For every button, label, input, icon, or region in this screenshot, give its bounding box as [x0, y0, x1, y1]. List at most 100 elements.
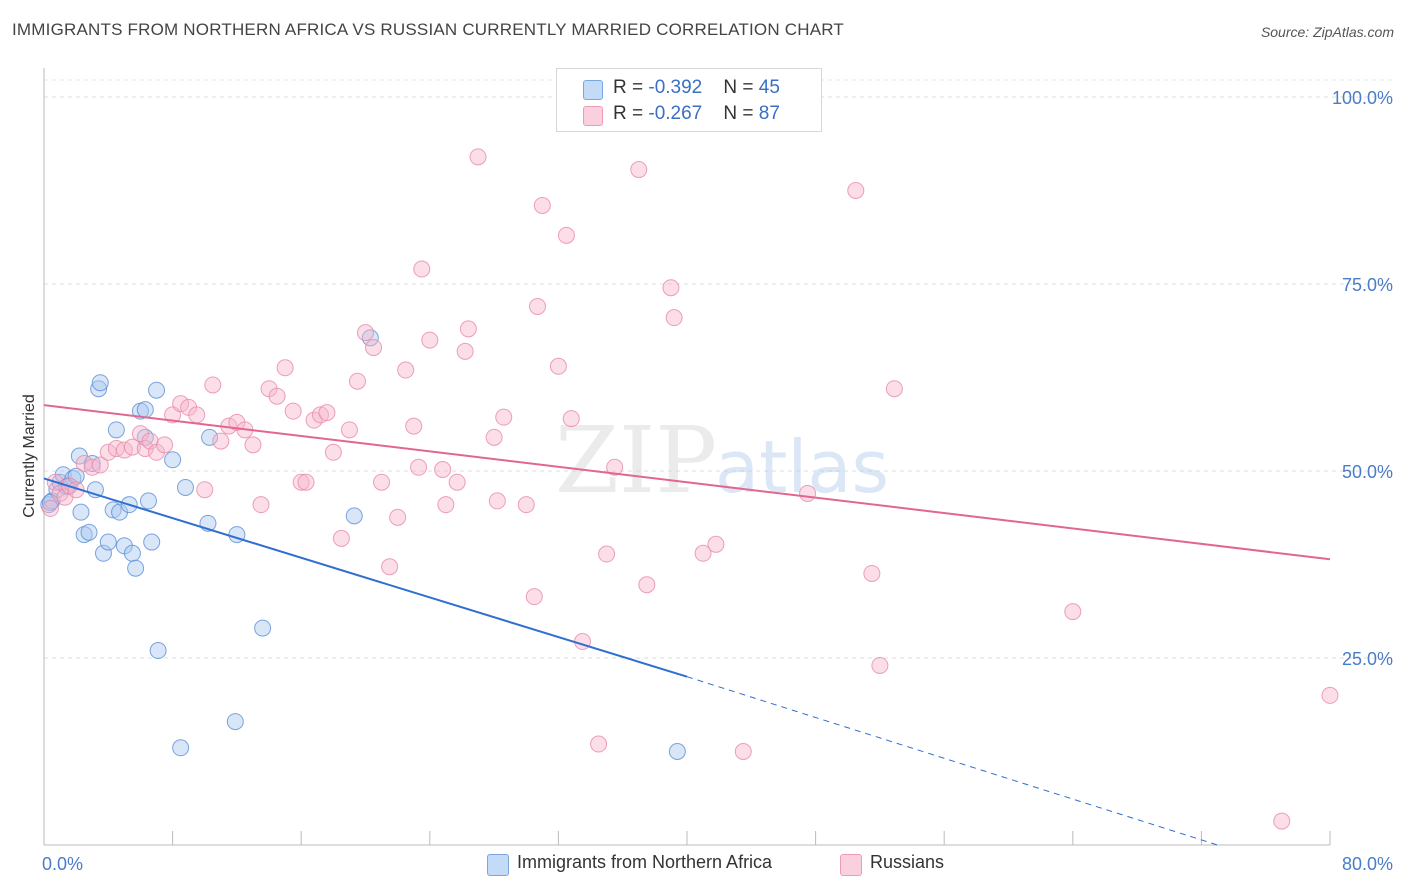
- x-tick-label: 80.0%: [1342, 854, 1393, 874]
- y-tick-label: 100.0%: [1332, 88, 1393, 108]
- data-point: [340, 421, 358, 439]
- correlation-legend: R = -0.392 N = 45 R = -0.267 N = 87: [556, 68, 822, 132]
- data-point: [381, 558, 399, 576]
- data-point: [156, 436, 174, 454]
- data-point: [533, 196, 551, 214]
- data-point: [67, 467, 85, 485]
- watermark: ZIP atlas: [555, 407, 889, 514]
- x-tick-label: 0.0%: [42, 854, 83, 874]
- data-point: [254, 619, 272, 637]
- data-point: [421, 331, 439, 349]
- data-point: [410, 458, 428, 476]
- data-point: [1321, 686, 1339, 704]
- grid-lines: [44, 79, 1392, 659]
- y-tick-label: 25.0%: [1342, 649, 1393, 669]
- y-tick-label: 50.0%: [1342, 462, 1393, 482]
- series-russians: [41, 148, 1339, 830]
- data-point: [437, 496, 455, 514]
- data-point: [707, 535, 725, 553]
- data-point: [201, 428, 219, 446]
- data-point: [99, 533, 117, 551]
- chart-title: IMMIGRANTS FROM NORTHERN AFRICA VS RUSSI…: [12, 20, 844, 39]
- data-point: [148, 381, 166, 399]
- data-point: [525, 588, 543, 606]
- data-point: [373, 473, 391, 491]
- data-point: [172, 739, 190, 757]
- bottom-legend-label: Russians: [870, 852, 945, 872]
- bottom-legend-swatch: [487, 854, 509, 876]
- data-point: [276, 359, 294, 377]
- data-point: [1273, 812, 1291, 830]
- data-points: [40, 148, 1339, 830]
- data-point: [871, 656, 889, 674]
- data-point: [149, 642, 167, 660]
- data-point: [590, 735, 608, 753]
- data-point: [324, 443, 342, 461]
- data-point: [127, 559, 145, 577]
- watermark-zip: ZIP: [555, 407, 717, 514]
- data-point: [284, 402, 302, 420]
- data-point: [495, 408, 513, 426]
- data-point: [662, 279, 680, 297]
- data-point: [136, 401, 154, 419]
- data-point: [345, 507, 363, 525]
- data-point: [365, 339, 383, 357]
- data-point: [268, 387, 286, 405]
- data-point: [1064, 603, 1082, 621]
- legend-swatch-northern-africa: [583, 80, 603, 100]
- data-point: [598, 545, 616, 563]
- data-point: [485, 428, 503, 446]
- data-point: [41, 499, 59, 517]
- data-point: [668, 743, 686, 760]
- data-point: [204, 376, 222, 394]
- data-point: [91, 374, 109, 392]
- data-point: [413, 260, 431, 278]
- data-point: [529, 297, 547, 315]
- data-point: [318, 404, 336, 422]
- data-point: [434, 461, 452, 479]
- data-point: [176, 478, 194, 496]
- data-point: [348, 372, 366, 390]
- legend-n-value: 45: [758, 77, 780, 98]
- data-point: [104, 501, 122, 519]
- data-point: [139, 492, 157, 510]
- data-point: [665, 309, 683, 327]
- data-point: [488, 492, 506, 510]
- data-point: [405, 417, 423, 435]
- legend-n-label: N =: [723, 77, 759, 98]
- data-point: [517, 496, 535, 514]
- legend-swatch-russians: [583, 106, 603, 126]
- data-point: [357, 324, 374, 342]
- data-point: [397, 361, 415, 379]
- data-point: [90, 380, 108, 398]
- tick-labels: 25.0% 50.0% 75.0% 100.0% 0.0% 80.0%: [42, 88, 1393, 874]
- bottom-legend-label: Immigrants from Northern Africa: [517, 852, 773, 872]
- data-point: [361, 329, 379, 347]
- data-point: [188, 406, 206, 424]
- data-point: [164, 451, 182, 469]
- data-point: [94, 544, 112, 562]
- legend-r-value: -0.267: [648, 103, 703, 124]
- data-point: [562, 410, 580, 428]
- data-point: [72, 503, 90, 521]
- legend-r-label: R =: [613, 77, 649, 98]
- data-point: [459, 320, 477, 338]
- chart-source: Source: ZipAtlas.com: [1260, 24, 1394, 40]
- data-point: [694, 544, 712, 562]
- trend-line-russians: [43, 404, 1331, 561]
- data-point: [448, 473, 466, 491]
- data-point: [332, 529, 350, 547]
- data-point: [172, 395, 190, 413]
- data-point: [863, 564, 881, 582]
- series-northern-africa: [40, 329, 686, 760]
- legend-n-label: N =: [723, 103, 759, 124]
- data-point: [80, 523, 98, 541]
- data-point: [123, 438, 141, 456]
- data-point: [212, 432, 230, 450]
- legend-r-label: R =: [613, 103, 649, 124]
- data-point: [91, 456, 109, 474]
- data-point: [557, 226, 575, 244]
- data-point: [638, 576, 656, 594]
- y-axis-label: Currently Married: [21, 394, 38, 518]
